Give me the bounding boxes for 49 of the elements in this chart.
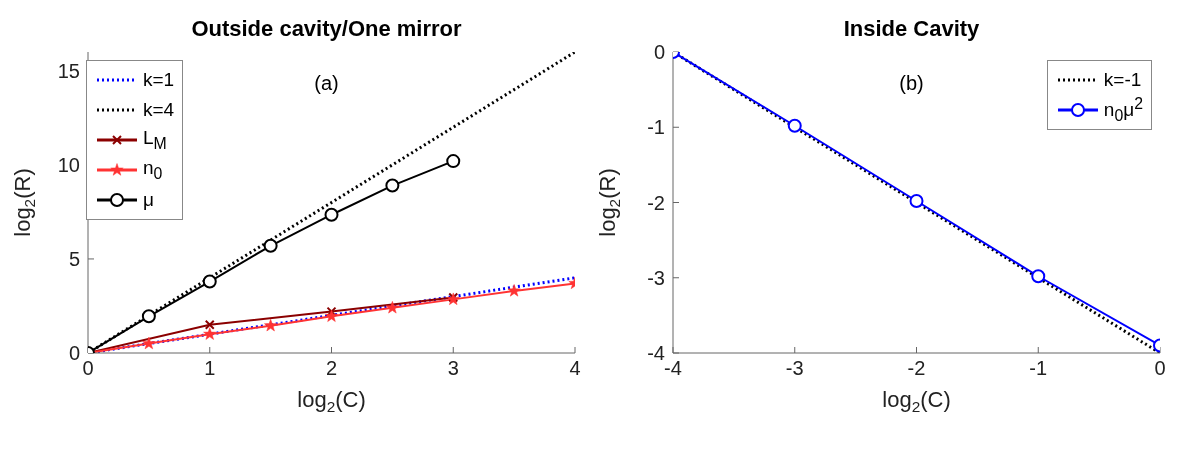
point [141,309,156,324]
point [1031,269,1046,284]
point [324,207,339,222]
point [909,194,924,208]
point [203,327,217,340]
legend-label: k=1 [143,69,175,91]
x-tick-label: 3 [447,357,459,380]
point [385,178,400,193]
x-tick-label: -3 [785,357,804,380]
chart-title: Inside Cavity [842,16,981,42]
annotation: (a) [314,72,339,94]
legend-label: μ [143,189,154,211]
point [202,274,217,289]
y-tick-label: 10 [57,153,80,176]
point [325,309,338,322]
point [385,301,399,314]
annotation: (b) [899,72,924,94]
y-tick-label: 0 [653,41,665,64]
chart-title: Outside cavity/One mirror [190,16,463,42]
point [446,154,461,169]
x-tick-label: -2 [907,357,926,380]
y-tick-label: -3 [647,266,665,289]
legend-label: L$_{M}$ [143,127,167,153]
point [142,336,156,350]
point [264,318,278,332]
x-tick-label: -4 [664,357,682,380]
legend-label: n$_{0}$ [143,157,163,183]
x-axis-title: log$_{2}$(C) [297,387,366,415]
point [507,284,521,297]
x-tick-label: -1 [1029,357,1048,380]
y-tick-label: -2 [647,191,665,214]
point [326,306,337,317]
x-tick-label: 4 [569,357,581,380]
legend-label: n$_{0}$μ$^{2}$ [1103,94,1143,126]
point [263,238,278,253]
x-axis-title: log$_{2}$(C) [882,387,951,415]
x-tick-label: 2 [325,357,338,380]
legend-label: k=-1 [1103,69,1142,91]
y-tick-label: -1 [647,116,665,139]
y-tick-label: -4 [647,342,665,365]
x-tick-label: 0 [82,357,94,380]
y-tick-label: 5 [68,248,80,271]
point [787,118,802,133]
y-tick-label: 15 [57,59,80,82]
x-tick-label: 1 [204,357,216,380]
y-tick-label: 0 [68,342,80,365]
point [204,319,215,330]
x-tick-label: 0 [1154,357,1166,380]
legend-label: k=4 [143,99,175,121]
